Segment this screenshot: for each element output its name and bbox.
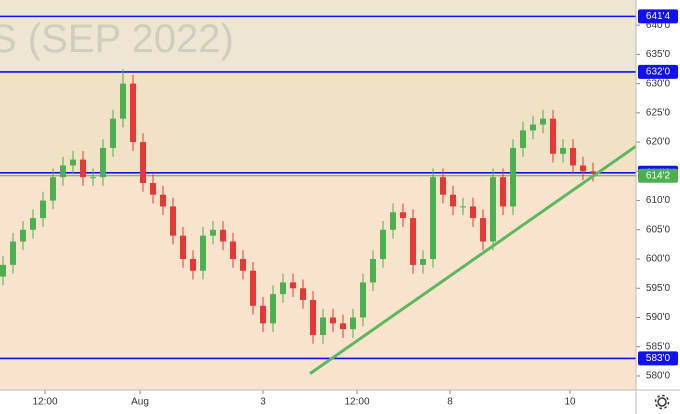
x-tick-label: 8 <box>447 397 453 408</box>
candle-body <box>300 288 306 300</box>
candle-body <box>530 124 536 131</box>
y-tick-label: 620'0 <box>646 137 671 148</box>
candle-body <box>20 229 26 242</box>
candle-body <box>450 194 456 207</box>
y-tick-label: 595'0 <box>646 283 671 294</box>
candle-body <box>120 83 126 119</box>
y-tick-label: 610'0 <box>646 195 671 206</box>
x-tick-label: 10 <box>564 397 576 408</box>
y-tick-label: 625'0 <box>646 107 671 118</box>
y-tick-label: 640'0 <box>646 20 671 31</box>
candle-body <box>290 282 296 289</box>
x-tick-label: 12:00 <box>32 397 57 408</box>
candle-body <box>0 264 6 277</box>
candle-body <box>110 118 116 148</box>
candle-body <box>440 177 446 195</box>
candle-body <box>400 212 406 219</box>
candle-body <box>390 212 396 230</box>
candle-body <box>350 317 356 330</box>
candle-body <box>80 159 86 178</box>
candle-body <box>310 299 316 336</box>
y-tick-label: 635'0 <box>646 49 671 60</box>
x-tick-label: 3 <box>260 397 266 408</box>
candle-body <box>200 235 206 271</box>
y-tick-label: 630'0 <box>646 78 671 89</box>
candle-body <box>470 206 476 219</box>
candle-body <box>420 259 426 265</box>
candle-body <box>410 218 416 265</box>
candle-body <box>480 218 486 242</box>
candle-body <box>210 229 216 236</box>
candle-body <box>500 177 506 207</box>
candle-body <box>150 183 156 195</box>
candle-body <box>230 241 236 260</box>
candle-body <box>540 118 546 125</box>
candle-body <box>130 83 136 143</box>
candle-body <box>90 177 96 179</box>
y-tick-label: 605'0 <box>646 224 671 235</box>
candle-body <box>70 159 76 166</box>
level-label-bg <box>638 9 678 24</box>
level-label: 614'2 <box>646 170 671 181</box>
x-tick-label: Aug <box>131 397 149 408</box>
candle-body <box>140 142 146 184</box>
candle-body <box>170 206 176 236</box>
level-label-bg <box>638 64 678 79</box>
candle-body <box>370 259 376 283</box>
plot-area <box>0 0 637 390</box>
x-tick-label: 12:00 <box>344 397 369 408</box>
candle-body <box>190 259 196 271</box>
candle-body <box>360 282 366 318</box>
candle-body <box>280 282 286 295</box>
candle-body <box>560 147 566 154</box>
zone-bg <box>0 0 636 72</box>
candle-body <box>570 147 576 166</box>
candle-body <box>520 130 526 148</box>
level-label-bg <box>638 351 678 366</box>
candle-body <box>380 229 386 260</box>
candle-body <box>50 177 56 201</box>
level-label: 583'0 <box>646 353 671 364</box>
candle-body <box>430 177 436 260</box>
candle-body <box>330 317 336 324</box>
candle-body <box>340 323 346 330</box>
candle-body <box>490 177 496 242</box>
level-label: 632'0 <box>646 67 671 78</box>
candle-body <box>510 147 516 207</box>
y-tick-label: 585'0 <box>646 341 671 352</box>
level-label: 641'4 <box>646 11 671 22</box>
candle-body <box>250 270 256 306</box>
y-tick-label: 600'0 <box>646 254 671 265</box>
candle-body <box>100 147 106 178</box>
candle-body <box>30 218 36 230</box>
candle-body <box>270 294 276 324</box>
candle-body <box>40 200 46 219</box>
candle-body <box>240 259 246 271</box>
candle-body <box>320 317 326 336</box>
candle-body <box>160 194 166 207</box>
candle-body <box>580 165 586 172</box>
settings-icon[interactable] <box>654 394 670 410</box>
candle-body <box>220 229 226 242</box>
candle-body <box>60 165 66 178</box>
trendline <box>309 144 637 375</box>
y-tick-label: 590'0 <box>646 312 671 323</box>
candle-body <box>460 206 466 208</box>
candle-body <box>260 305 266 324</box>
y-tick-label: 580'0 <box>646 371 671 382</box>
candle-body <box>590 171 596 173</box>
watermark: S (SEP 2022) <box>0 17 234 61</box>
axes: 580'0585'0590'0595'0600'0605'0610'0615'0… <box>32 9 678 408</box>
level-label-bg <box>638 168 678 183</box>
candle-body <box>550 118 556 154</box>
candle-body <box>10 241 16 265</box>
candle-body <box>180 235 186 260</box>
